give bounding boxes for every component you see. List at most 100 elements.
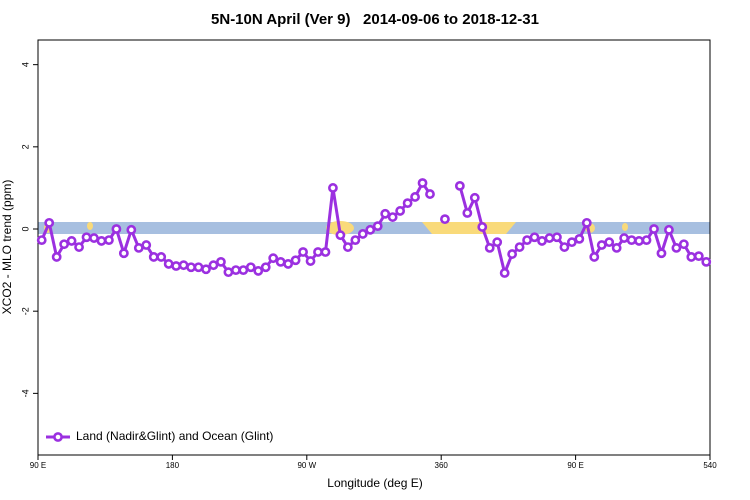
legend-label: Land (Nadir&Glint) and Ocean (Glint)	[76, 429, 273, 443]
plot-frame	[37, 39, 711, 456]
data-point	[686, 252, 697, 262]
data-point	[417, 178, 428, 188]
data-point	[156, 252, 167, 262]
data-point	[96, 236, 107, 246]
data-point	[365, 224, 376, 235]
data-point	[649, 224, 659, 234]
data-point	[118, 248, 129, 259]
x-tick-label: 540	[703, 461, 717, 470]
data-point	[492, 237, 503, 248]
data-point	[477, 222, 488, 232]
data-point	[66, 236, 77, 246]
data-point	[387, 212, 398, 222]
data-point	[335, 230, 346, 241]
data-point	[641, 235, 652, 246]
data-point	[566, 237, 577, 248]
y-tick-label: 4	[20, 62, 30, 67]
data-point	[604, 237, 615, 248]
data-point	[596, 240, 607, 250]
data-point	[230, 265, 241, 275]
chart-title: 5N-10N April (Ver 9) 2014-09-06 to 2018-…	[211, 11, 539, 28]
data-point	[507, 249, 518, 259]
data-point	[89, 233, 99, 243]
land-patch	[422, 222, 516, 234]
data-point	[499, 268, 510, 278]
data-point	[126, 224, 137, 235]
data-point	[581, 217, 592, 228]
data-point	[693, 251, 704, 262]
data-point	[268, 253, 279, 264]
data-point	[357, 229, 368, 239]
y-tick-label: 2	[20, 144, 30, 149]
data-point	[253, 266, 264, 276]
data-point	[552, 232, 562, 243]
data-point	[664, 224, 674, 235]
data-point	[178, 260, 189, 271]
x-tick-label: 90 E	[567, 461, 583, 470]
data-point	[678, 239, 689, 250]
data-point	[574, 233, 585, 244]
data-point	[133, 243, 144, 253]
data-point	[148, 252, 159, 262]
data-point	[81, 232, 92, 243]
data-point	[208, 260, 219, 271]
data-point	[544, 233, 555, 243]
data-point	[298, 247, 308, 257]
data-point	[537, 236, 547, 246]
land-patch	[622, 223, 628, 231]
data-point	[59, 239, 70, 250]
data-point	[44, 217, 55, 228]
data-point	[104, 235, 114, 246]
data-point	[634, 236, 644, 246]
legend-marker	[53, 432, 63, 442]
data-point	[342, 242, 353, 252]
x-tick-label: 180	[166, 461, 180, 470]
data-point	[425, 189, 435, 199]
data-point	[36, 235, 47, 246]
y-tick-label: -4	[20, 389, 30, 397]
data-point	[701, 256, 712, 267]
data-point	[193, 262, 204, 273]
data-point	[484, 243, 495, 253]
data-point	[186, 262, 196, 273]
data-point	[141, 240, 152, 250]
data-point	[350, 235, 361, 246]
data-point	[469, 192, 480, 203]
data-point	[529, 232, 540, 243]
data-point	[559, 242, 570, 252]
data-point	[51, 252, 62, 262]
x-tick-label: 360	[435, 461, 449, 470]
y-axis-label: XCO2 - MLO trend (ppm)	[0, 180, 14, 315]
data-point	[522, 235, 532, 246]
data-point	[380, 208, 391, 219]
y-tick-label: 0	[20, 227, 30, 232]
y-tick-label: -2	[20, 307, 30, 315]
x-tick-label: 90 W	[297, 461, 316, 470]
data-point	[171, 261, 182, 271]
data-point	[671, 243, 682, 253]
data-point	[611, 243, 622, 253]
data-point	[275, 256, 286, 267]
data-point	[290, 255, 301, 266]
x-axis-label: Longitude (deg E)	[327, 476, 422, 490]
data-point	[305, 256, 316, 266]
data-point	[514, 242, 525, 252]
data-point	[372, 221, 383, 232]
data-point	[245, 262, 256, 273]
data-point	[402, 198, 413, 209]
data-point	[163, 259, 174, 269]
data-point	[454, 180, 465, 191]
data-point	[320, 247, 331, 257]
data-point	[589, 252, 600, 262]
data-point	[201, 264, 211, 275]
data-point	[626, 235, 637, 246]
x-tick-label: 90 E	[30, 461, 46, 470]
data-point	[260, 262, 271, 273]
land-patch	[87, 222, 93, 230]
data-point	[440, 214, 450, 225]
data-point	[238, 265, 249, 275]
data-point	[619, 233, 630, 243]
data-point	[111, 224, 122, 234]
data-point	[328, 183, 338, 193]
